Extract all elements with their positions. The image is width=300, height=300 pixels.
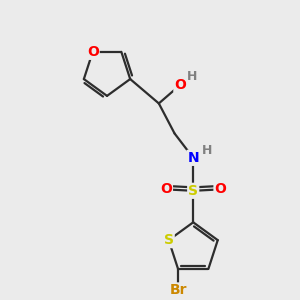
- Text: H: H: [187, 70, 197, 83]
- Text: O: O: [214, 182, 226, 197]
- Text: S: S: [164, 233, 174, 247]
- Text: N: N: [188, 151, 199, 165]
- Text: S: S: [188, 184, 198, 198]
- Text: O: O: [87, 45, 99, 59]
- Text: O: O: [160, 182, 172, 197]
- Text: O: O: [174, 78, 186, 92]
- Text: H: H: [202, 144, 213, 157]
- Text: Br: Br: [169, 284, 187, 297]
